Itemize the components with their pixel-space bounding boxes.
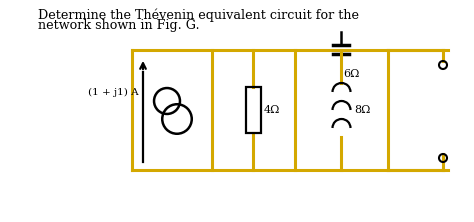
Text: 8Ω: 8Ω bbox=[355, 105, 371, 115]
Bar bbox=[246, 87, 261, 133]
Text: network shown in Fig. G.: network shown in Fig. G. bbox=[38, 20, 200, 32]
Text: 6Ω: 6Ω bbox=[344, 69, 360, 79]
Text: Determine the Thévenin equivalent circuit for the: Determine the Thévenin equivalent circui… bbox=[38, 8, 359, 22]
Text: (1 + j1) A: (1 + j1) A bbox=[88, 87, 139, 97]
Text: 4Ω: 4Ω bbox=[264, 105, 281, 115]
